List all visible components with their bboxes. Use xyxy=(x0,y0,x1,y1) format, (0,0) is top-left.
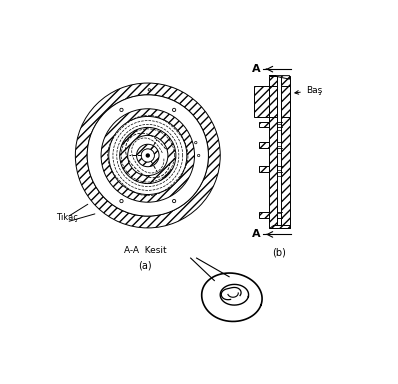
Circle shape xyxy=(141,149,154,162)
Circle shape xyxy=(120,199,123,203)
Text: A: A xyxy=(252,229,261,240)
Circle shape xyxy=(172,108,176,111)
Circle shape xyxy=(87,95,209,216)
Bar xyxy=(259,166,269,172)
Text: (a): (a) xyxy=(138,260,152,270)
Bar xyxy=(259,212,269,218)
Circle shape xyxy=(195,141,197,144)
Bar xyxy=(269,76,277,228)
Text: (b): (b) xyxy=(273,247,286,257)
Text: A-A  Kesit: A-A Kesit xyxy=(123,246,166,255)
Bar xyxy=(259,122,269,127)
Bar xyxy=(259,142,269,148)
Wedge shape xyxy=(75,83,220,228)
Circle shape xyxy=(146,154,149,157)
Circle shape xyxy=(109,116,187,195)
Polygon shape xyxy=(269,76,290,79)
Wedge shape xyxy=(120,127,176,184)
Circle shape xyxy=(120,108,123,111)
Wedge shape xyxy=(137,144,159,167)
Bar xyxy=(269,86,277,117)
Circle shape xyxy=(148,89,150,91)
Text: Baş: Baş xyxy=(295,86,322,95)
Circle shape xyxy=(197,154,200,157)
Text: A: A xyxy=(252,64,261,74)
Bar xyxy=(281,86,290,117)
Polygon shape xyxy=(269,225,290,228)
Text: Tıkaç: Tıkaç xyxy=(56,213,78,222)
Bar xyxy=(281,76,290,228)
Bar xyxy=(254,86,269,117)
Wedge shape xyxy=(101,109,195,202)
Circle shape xyxy=(172,199,176,203)
